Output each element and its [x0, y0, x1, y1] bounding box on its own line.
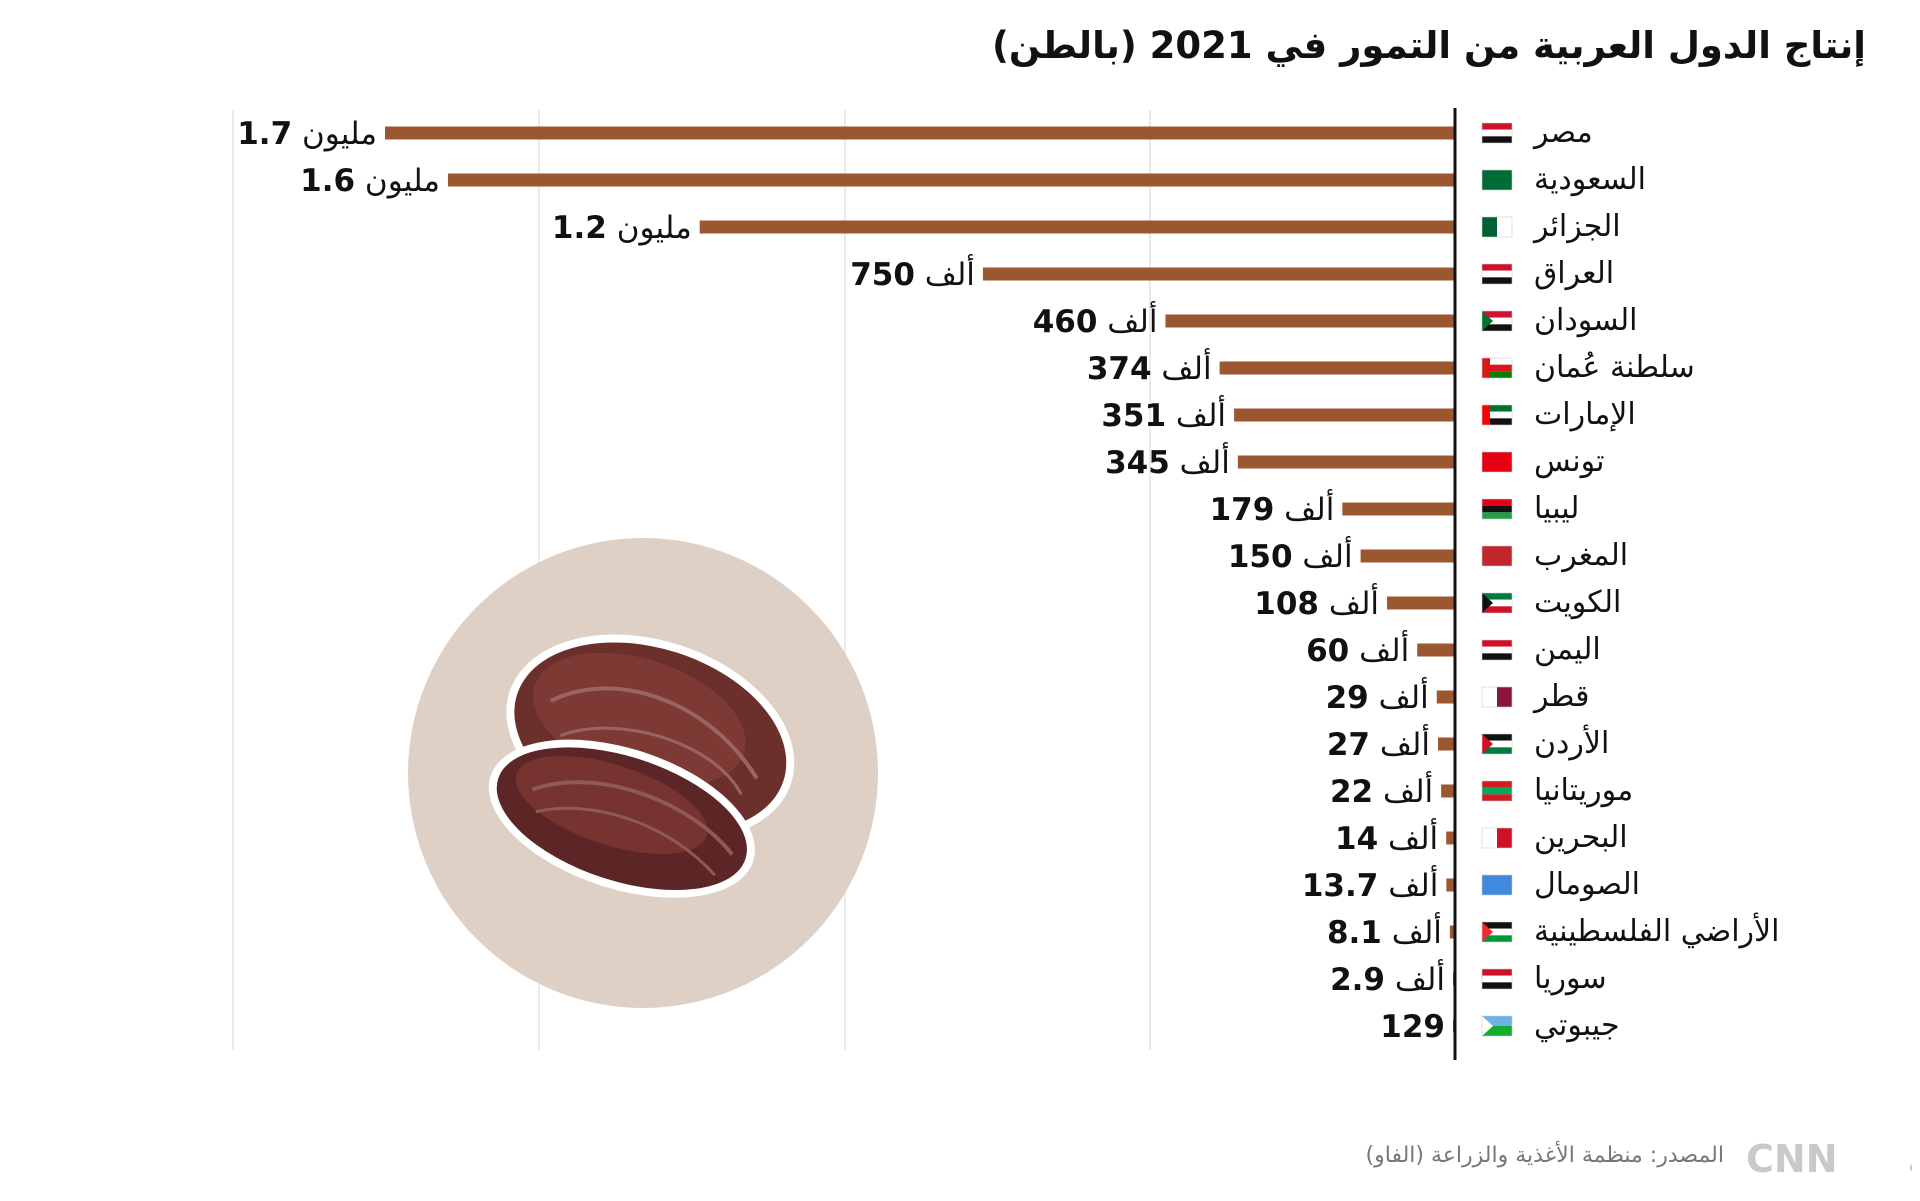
bar — [1446, 878, 1455, 892]
sudan-flag — [1481, 310, 1513, 332]
value-label: مليون 1.7 — [237, 116, 377, 152]
value-label: ألف 8.1 — [1327, 912, 1442, 951]
flags-group — [1481, 122, 1513, 1037]
bar — [1417, 643, 1455, 657]
somalia-flag — [1481, 874, 1513, 896]
category-label: الأراضي الفلسطينية — [1534, 911, 1779, 949]
value-label: ألف 179 — [1210, 489, 1335, 528]
bar — [1165, 314, 1455, 328]
gridlines — [232, 110, 1151, 1050]
category-label: المغرب — [1534, 538, 1628, 573]
value-label: ألف 460 — [1033, 301, 1158, 340]
qatar-flag — [1481, 686, 1513, 708]
category-label: قطر — [1532, 679, 1590, 714]
uae-flag — [1481, 404, 1513, 426]
bahrain-flag — [1481, 827, 1513, 849]
category-label: سلطنة عُمان — [1534, 350, 1695, 385]
value-labels-group: مليون 1.7 مليون 1.6 مليون 1.2 ألف 750 ألف 46… — [237, 116, 1445, 1045]
category-label: البحرين — [1534, 820, 1628, 855]
iraq-flag — [1481, 263, 1513, 285]
category-label: موريتانيا — [1534, 773, 1633, 808]
bar — [1438, 737, 1455, 751]
bar — [1441, 784, 1455, 798]
category-label: سوريا — [1534, 961, 1607, 996]
bar — [1219, 361, 1455, 375]
bars-group — [385, 126, 1455, 1033]
category-label: الكويت — [1534, 585, 1621, 620]
bar — [1234, 408, 1455, 422]
djibouti-flag — [1481, 1015, 1513, 1037]
category-label: العراق — [1534, 256, 1614, 291]
category-label: الجزائر — [1532, 209, 1621, 244]
value-label: ألف 150 — [1228, 536, 1353, 575]
bar — [1446, 831, 1455, 845]
category-label: السعودية — [1534, 162, 1646, 197]
value-label: ألف 14 — [1335, 818, 1438, 857]
syria-flag — [1481, 968, 1513, 990]
yemen-flag — [1481, 639, 1513, 661]
date-fruit-image — [488, 634, 795, 898]
value-label: ألف 60 — [1306, 630, 1409, 669]
algeria-flag — [1481, 216, 1513, 238]
category-label: تونس — [1534, 444, 1604, 479]
value-label: ألف 750 — [850, 254, 975, 293]
source-note: المصدر: منظمة الأغذية والزراعة (الفاو) — [1365, 1143, 1724, 1168]
value-label: ألف 108 — [1254, 583, 1379, 622]
bar — [1237, 455, 1455, 469]
value-label: ألف 351 — [1101, 395, 1226, 434]
morocco-flag — [1481, 545, 1513, 567]
category-label: ليبيا — [1534, 491, 1579, 526]
chart-title: إنتاج الدول العربية من التمور في 2021 (ب… — [991, 24, 1866, 67]
category-label: الإمارات — [1534, 397, 1636, 432]
category-label: الأردن — [1534, 723, 1609, 761]
jordan-flag — [1481, 733, 1513, 755]
bar — [1360, 549, 1455, 563]
value-label: ألف 345 — [1105, 442, 1230, 481]
bar — [699, 220, 1455, 234]
value-label: ألف 2.9 — [1330, 959, 1445, 998]
category-labels-group: مصر السعودية الجزائر العراق السودان سلطنة عُم… — [1532, 115, 1779, 1043]
value-label: ألف 27 — [1327, 724, 1430, 763]
value-label: مليون 1.6 — [300, 163, 440, 199]
value-label: مليون 1.2 — [552, 210, 692, 246]
bar — [1449, 925, 1455, 939]
dates-illustration — [408, 538, 878, 1008]
bar — [1342, 502, 1455, 516]
palestine-flag — [1481, 921, 1513, 943]
value-label: 129 — [1380, 1009, 1445, 1045]
kuwait-flag — [1481, 592, 1513, 614]
category-label: اليمن — [1534, 632, 1601, 667]
bar — [385, 126, 1455, 140]
bar — [1387, 596, 1455, 610]
bar — [1436, 690, 1455, 704]
saudi-flag — [1481, 169, 1513, 191]
svg-text:بالعربية: بالعربية — [1908, 1146, 1912, 1179]
category-label: مصر — [1532, 115, 1593, 150]
bar — [982, 267, 1455, 281]
value-label: ألف 374 — [1087, 348, 1212, 387]
category-label: الصومال — [1534, 867, 1640, 902]
value-label: ألف 13.7 — [1302, 865, 1439, 904]
mauritania-flag — [1481, 780, 1513, 802]
category-label: جيبوتي — [1534, 1008, 1620, 1043]
category-label: السودان — [1534, 303, 1637, 338]
egypt-flag — [1481, 122, 1513, 144]
svg-text:CNN: CNN — [1746, 1137, 1838, 1181]
value-label: ألف 29 — [1326, 677, 1429, 716]
libya-flag — [1481, 498, 1513, 520]
cnn-arabic-logo: CNN بالعربية — [1746, 1137, 1912, 1181]
oman-flag — [1481, 357, 1513, 379]
bar — [447, 173, 1455, 187]
tunisia-flag — [1481, 451, 1513, 473]
value-label: ألف 22 — [1330, 771, 1433, 810]
